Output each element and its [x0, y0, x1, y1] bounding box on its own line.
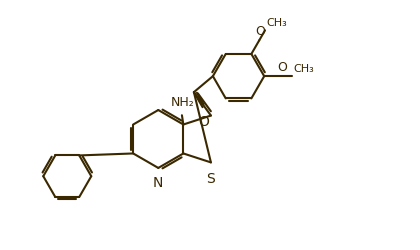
Text: CH₃: CH₃ — [293, 64, 314, 74]
Text: O: O — [255, 25, 265, 38]
Text: N: N — [153, 176, 163, 190]
Text: O: O — [198, 114, 209, 128]
Text: NH₂: NH₂ — [171, 96, 194, 108]
Text: O: O — [277, 60, 287, 74]
Text: S: S — [207, 171, 215, 185]
Text: CH₃: CH₃ — [267, 18, 287, 28]
